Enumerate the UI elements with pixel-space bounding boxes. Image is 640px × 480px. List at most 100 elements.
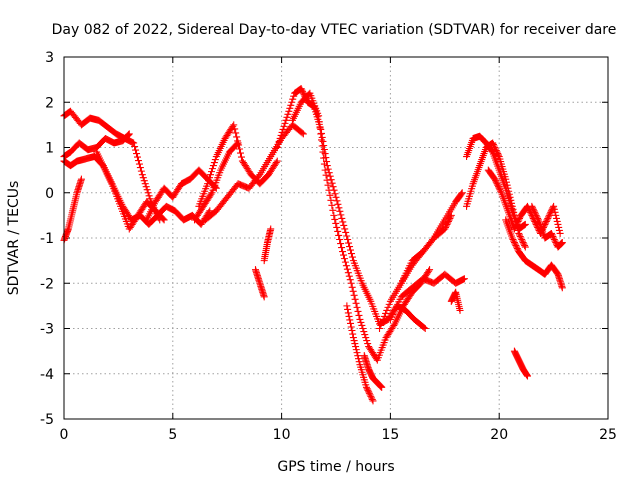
data-point — [353, 303, 361, 311]
data-point — [549, 232, 557, 240]
data-point — [458, 189, 466, 197]
data-point — [328, 179, 336, 187]
data-point — [506, 193, 514, 201]
data-point — [332, 219, 340, 227]
data-point — [348, 253, 356, 261]
data-point — [508, 199, 516, 207]
data-point — [339, 248, 347, 256]
data-point — [334, 227, 342, 235]
data-point — [326, 191, 334, 199]
x-tick-label: 20 — [490, 427, 508, 443]
data-point — [348, 327, 356, 335]
data-point — [352, 346, 360, 354]
data-point — [442, 222, 450, 230]
data-point — [327, 196, 335, 204]
x-tick-label: 5 — [168, 427, 177, 443]
data-point — [529, 204, 537, 212]
series-track-16 — [376, 189, 466, 332]
data-point — [336, 207, 344, 215]
data-point — [283, 113, 291, 121]
data-point — [298, 86, 306, 94]
data-point — [237, 153, 245, 161]
data-point — [352, 343, 360, 351]
data-point — [383, 306, 391, 314]
data-point — [516, 214, 524, 222]
data-point — [132, 146, 140, 154]
data-point — [368, 395, 376, 403]
x-tick-label: 15 — [381, 427, 399, 443]
data-point — [136, 164, 144, 172]
data-point — [273, 157, 281, 165]
series-track-11 — [260, 225, 275, 265]
data-point — [549, 204, 557, 212]
data-point — [443, 220, 451, 228]
data-point — [336, 236, 344, 244]
data-point — [341, 258, 349, 266]
data-point — [285, 107, 293, 115]
data-point — [324, 165, 332, 173]
data-point — [280, 122, 288, 130]
data-point — [347, 319, 355, 327]
data-point — [143, 186, 151, 194]
data-point — [551, 237, 559, 245]
data-point — [552, 239, 560, 247]
data-point — [206, 174, 214, 182]
data-point — [492, 145, 500, 153]
series-track-5 — [93, 148, 214, 228]
data-point — [347, 279, 355, 287]
data-point — [444, 217, 452, 225]
data-point — [445, 216, 453, 224]
data-point — [550, 234, 558, 242]
data-point — [553, 214, 561, 222]
data-point — [281, 119, 289, 127]
data-point — [230, 121, 238, 129]
y-tick-label: -4 — [40, 367, 54, 383]
data-point — [317, 136, 325, 144]
data-point — [520, 240, 528, 248]
data-point — [545, 211, 553, 219]
data-point — [236, 149, 244, 157]
data-point — [345, 272, 353, 280]
x-tick-label: 25 — [599, 427, 617, 443]
data-point — [518, 236, 526, 244]
plot-frame — [63, 56, 609, 420]
data-point — [550, 236, 558, 244]
data-point — [288, 98, 296, 106]
data-point — [352, 299, 360, 307]
series-track-15 — [360, 352, 386, 391]
series-track-25 — [510, 347, 531, 380]
data-point — [351, 295, 359, 303]
data-point — [325, 186, 333, 194]
data-point — [533, 213, 541, 221]
data-point — [555, 223, 563, 231]
data-point — [502, 175, 510, 183]
data-point — [514, 217, 522, 225]
data-point — [208, 165, 216, 173]
axis-ticks: 0 5 10 15 20 25 -5 -4 -3 -2 -1 0 1 2 3 — [40, 50, 617, 443]
data-point — [338, 244, 346, 252]
data-point — [337, 211, 345, 219]
data-point — [354, 307, 362, 315]
data-point — [492, 178, 500, 186]
data-point — [323, 176, 331, 184]
data-point — [489, 140, 497, 148]
data-point — [345, 239, 353, 247]
data-point — [235, 141, 243, 149]
data-point — [363, 385, 371, 393]
data-point — [349, 287, 357, 295]
data-point — [511, 223, 519, 231]
data-point — [507, 196, 515, 204]
data-point — [358, 321, 366, 329]
data-point — [232, 129, 240, 137]
data-point — [342, 228, 350, 236]
data-point — [160, 216, 168, 224]
data-point — [267, 225, 275, 233]
data-point — [350, 337, 358, 345]
data-point — [509, 236, 517, 244]
data-point — [135, 160, 143, 168]
data-point — [347, 246, 355, 254]
data-point — [275, 137, 283, 145]
data-point — [360, 328, 368, 336]
data-point — [351, 340, 359, 348]
